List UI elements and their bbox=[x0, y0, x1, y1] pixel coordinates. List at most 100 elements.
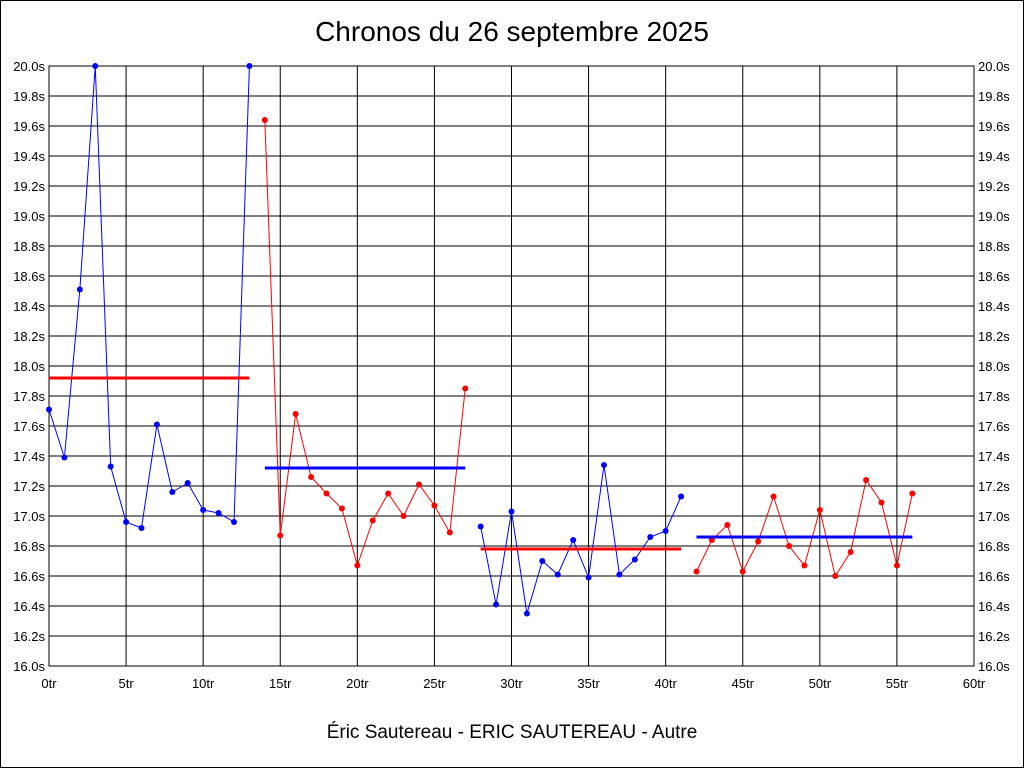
series-line bbox=[264, 119, 466, 568]
data-point bbox=[416, 481, 422, 488]
y-tick-label-right: 19.2s bbox=[978, 179, 1010, 194]
y-tick-label-right: 17.2s bbox=[978, 479, 1010, 494]
data-point bbox=[739, 568, 746, 575]
data-point bbox=[92, 63, 99, 69]
y-tick-label-left: 18.6s bbox=[13, 269, 45, 284]
x-tick-label: 25tr bbox=[423, 676, 446, 691]
data-point bbox=[847, 549, 854, 555]
data-point bbox=[863, 477, 870, 483]
x-tick-label: 45tr bbox=[732, 676, 755, 691]
data-point bbox=[246, 63, 253, 69]
x-tick-label: 60tr bbox=[963, 676, 986, 691]
data-point bbox=[338, 505, 345, 512]
y-tick-label-right: 17.8s bbox=[978, 389, 1010, 404]
data-point bbox=[631, 556, 638, 563]
chart-title: Chronos du 26 septembre 2025 bbox=[315, 16, 709, 47]
data-point bbox=[816, 507, 823, 513]
data-point bbox=[400, 513, 407, 519]
data-point bbox=[462, 385, 469, 392]
y-tick-label-right: 18.2s bbox=[978, 329, 1010, 344]
data-point bbox=[277, 532, 284, 539]
y-tick-label-left: 19.6s bbox=[13, 119, 45, 134]
y-tick-label-left: 18.0s bbox=[13, 359, 45, 374]
data-point bbox=[601, 462, 607, 468]
x-tick-label: 15tr bbox=[269, 676, 292, 691]
data-point bbox=[693, 568, 700, 575]
y-tick-label-left: 16.0s bbox=[13, 659, 45, 674]
x-tick-label: 40tr bbox=[654, 676, 677, 691]
y-tick-label-left: 16.2s bbox=[13, 629, 45, 644]
data-point bbox=[261, 117, 268, 123]
y-tick-label-left: 20.0s bbox=[13, 59, 45, 74]
y-tick-label-left: 19.2s bbox=[13, 179, 45, 194]
y-tick-label-right: 20.0s bbox=[978, 59, 1010, 74]
x-tick-label: 50tr bbox=[809, 676, 832, 691]
y-tick-label-right: 16.4s bbox=[978, 599, 1010, 614]
data-point bbox=[153, 421, 160, 428]
series-line bbox=[48, 65, 250, 529]
y-tick-label-left: 16.6s bbox=[13, 569, 45, 584]
y-tick-label-right: 16.0s bbox=[978, 659, 1010, 674]
data-point bbox=[308, 474, 315, 480]
y-tick-label-right: 16.6s bbox=[978, 569, 1010, 584]
data-point bbox=[832, 573, 839, 579]
data-point bbox=[107, 463, 114, 470]
data-point bbox=[184, 480, 191, 486]
data-point bbox=[724, 522, 731, 528]
chart-subtitle: Éric Sautereau - ERIC SAUTEREAU - Autre bbox=[326, 722, 698, 743]
data-point bbox=[231, 519, 237, 525]
data-point bbox=[755, 538, 762, 545]
data-point bbox=[678, 493, 685, 500]
data-point bbox=[647, 534, 654, 540]
x-tick-label: 55tr bbox=[886, 676, 909, 691]
data-point bbox=[893, 562, 900, 569]
y-tick-label-right: 17.0s bbox=[978, 509, 1010, 524]
x-tick-label: 30tr bbox=[500, 676, 523, 691]
y-tick-label-right: 17.6s bbox=[978, 419, 1010, 434]
data-point bbox=[200, 507, 207, 513]
data-point bbox=[323, 490, 330, 497]
x-tick-label: 10tr bbox=[192, 676, 215, 691]
y-tick-label-right: 19.8s bbox=[978, 89, 1010, 104]
series-line bbox=[696, 478, 913, 578]
y-tick-label-right: 19.0s bbox=[978, 209, 1010, 224]
data-point bbox=[554, 571, 561, 578]
data-point bbox=[909, 490, 916, 497]
data-point bbox=[477, 523, 484, 530]
data-point bbox=[292, 411, 299, 417]
y-tick-label-right: 18.4s bbox=[978, 299, 1010, 314]
data-point bbox=[878, 499, 885, 506]
data-point bbox=[169, 489, 176, 495]
data-point bbox=[215, 510, 222, 516]
data-point bbox=[786, 543, 792, 549]
x-tick-label: 35tr bbox=[577, 676, 600, 691]
y-tick-label-right: 18.8s bbox=[978, 239, 1010, 254]
x-tick-label: 0tr bbox=[41, 676, 57, 691]
data-point bbox=[539, 558, 546, 564]
data-point bbox=[354, 562, 361, 569]
y-tick-label-right: 17.4s bbox=[978, 449, 1010, 464]
x-tick-label: 20tr bbox=[346, 676, 369, 691]
data-point bbox=[76, 286, 83, 293]
y-tick-label-left: 18.8s bbox=[13, 239, 45, 254]
y-tick-label-right: 18.0s bbox=[978, 359, 1010, 374]
series-line bbox=[480, 464, 682, 614]
y-tick-label-left: 17.8s bbox=[13, 389, 45, 404]
y-tick-label-left: 18.2s bbox=[13, 329, 45, 344]
y-tick-label-right: 16.2s bbox=[978, 629, 1010, 644]
y-tick-label-left: 19.8s bbox=[13, 89, 45, 104]
data-point bbox=[570, 537, 577, 543]
data-point bbox=[446, 529, 453, 536]
data-point bbox=[801, 562, 808, 569]
y-tick-label-left: 17.4s bbox=[13, 449, 45, 464]
plot-border bbox=[48, 65, 975, 667]
y-tick-label-left: 16.4s bbox=[13, 599, 45, 614]
y-tick-label-left: 19.0s bbox=[13, 209, 45, 224]
data-point bbox=[431, 502, 438, 509]
data-point bbox=[508, 508, 515, 515]
data-point bbox=[523, 610, 530, 617]
data-point bbox=[616, 571, 623, 578]
data-point bbox=[662, 528, 669, 534]
data-point bbox=[385, 490, 392, 497]
